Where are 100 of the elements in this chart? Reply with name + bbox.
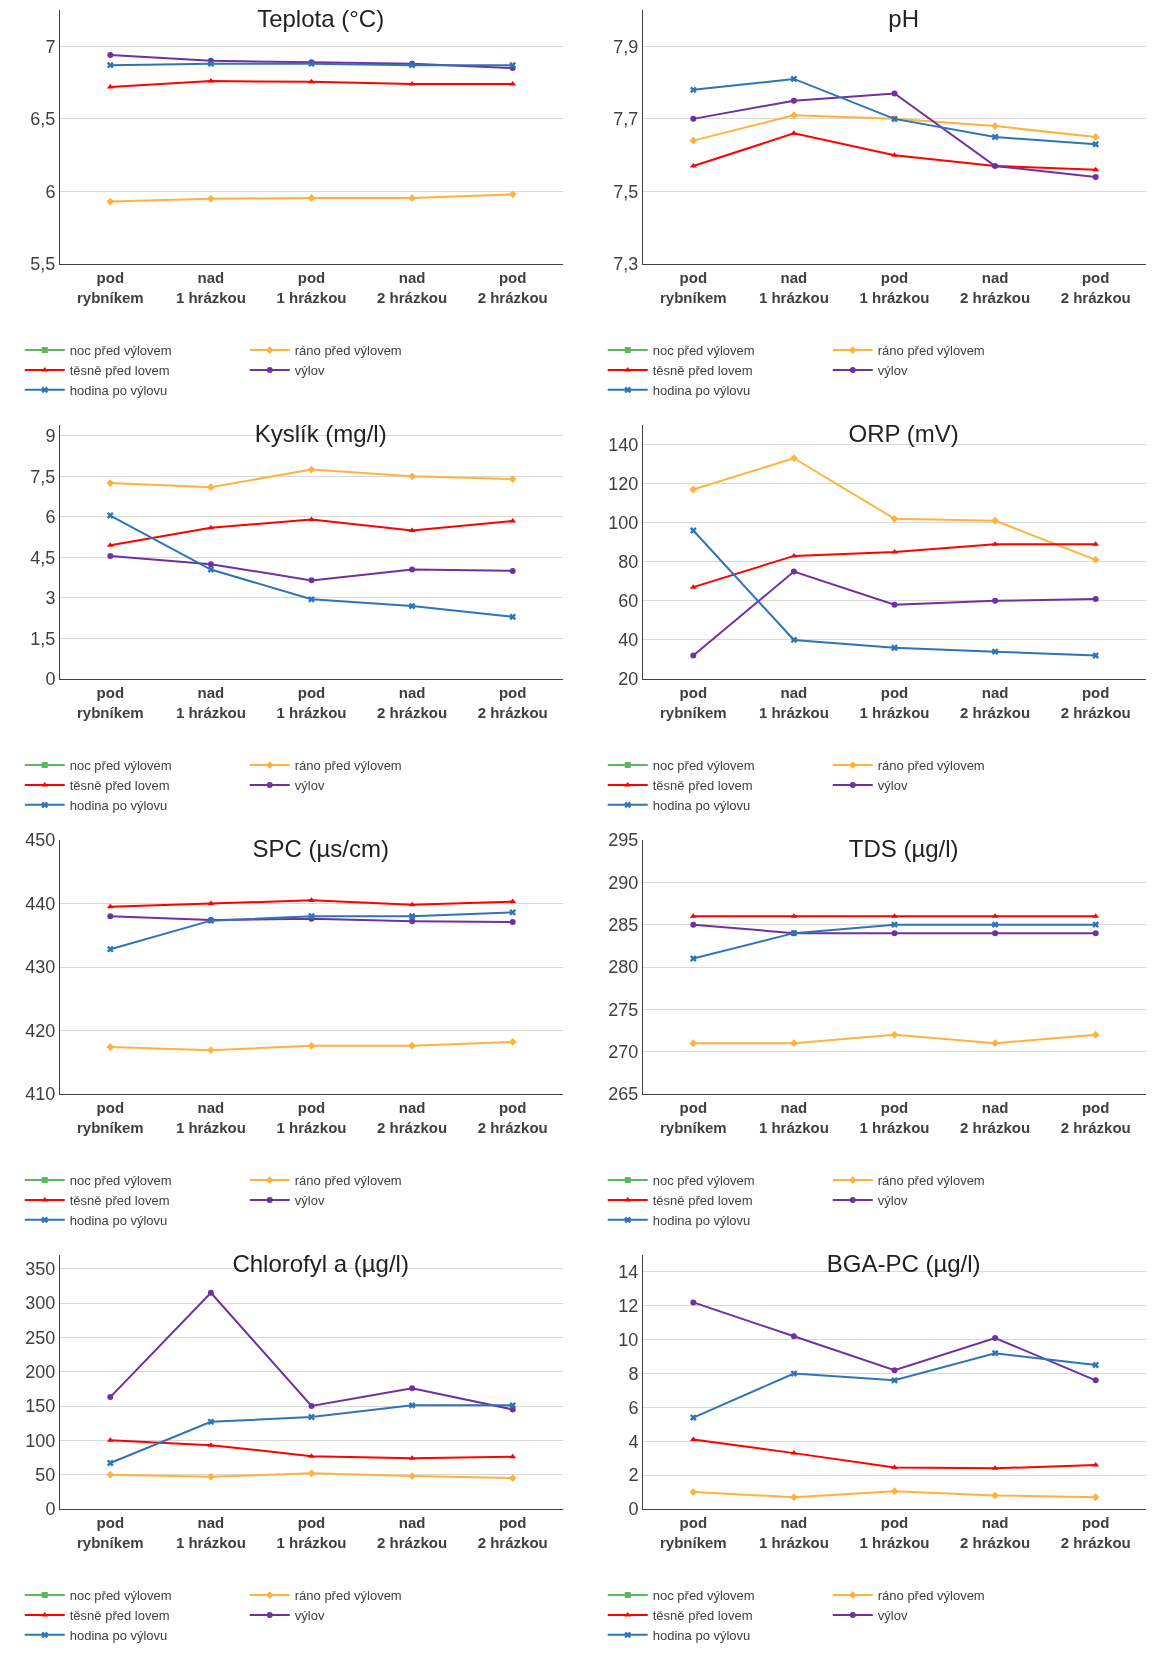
- legend-label: těsně před lovem: [69, 363, 170, 379]
- point: [992, 930, 999, 937]
- point: [991, 1491, 999, 1500]
- point: [409, 1385, 416, 1392]
- legend-label: výlov: [877, 1608, 908, 1624]
- y-tick-label: 8: [628, 1363, 639, 1384]
- point: [991, 122, 999, 131]
- y-tick-label: 7,5: [613, 181, 639, 202]
- point: [790, 97, 797, 104]
- point: [107, 553, 114, 560]
- y-tick-label: 0: [45, 669, 56, 690]
- point: [790, 75, 798, 83]
- y-tick-label: 1,5: [30, 628, 56, 649]
- x-tick-label: nad 2 hrázkou: [377, 1099, 448, 1136]
- y-tick-label: 6: [45, 181, 56, 202]
- legend-label: hodina po výlovu: [69, 797, 168, 813]
- legend-label: noc před výlovem: [652, 758, 755, 774]
- y-tick-label: 20: [618, 669, 639, 690]
- x-tick-label: pod rybníkem: [659, 1514, 727, 1551]
- point: [992, 1334, 999, 1341]
- x-tick-label: pod 2 hrázkou: [1060, 1099, 1131, 1136]
- point: [307, 1041, 316, 1050]
- point: [689, 86, 697, 94]
- point: [1091, 555, 1100, 564]
- y-tick-label: 7: [45, 36, 56, 57]
- point: [991, 1039, 999, 1048]
- y-tick-label: 410: [25, 1084, 56, 1105]
- legend-label: ráno před výlovem: [294, 1173, 402, 1189]
- point: [790, 1370, 798, 1377]
- x-tick-label: nad 1 hrázkou: [758, 684, 829, 721]
- point: [890, 1030, 899, 1039]
- point: [207, 60, 215, 68]
- legend-label: noc před výlovem: [69, 1588, 172, 1604]
- point: [106, 1459, 114, 1467]
- x-tick-label: nad 1 hrázkou: [175, 1099, 246, 1136]
- legend-label: hodina po výlovu: [652, 1212, 751, 1228]
- y-tick-label: 265: [608, 1084, 639, 1105]
- x-tick-label: pod rybníkem: [659, 1099, 727, 1136]
- y-tick-label: 50: [35, 1464, 56, 1485]
- x-tick-label: nad 2 hrázkou: [960, 269, 1031, 306]
- legend-label: výlov: [877, 363, 908, 379]
- point: [991, 648, 999, 656]
- legend-label: noc před výlovem: [69, 343, 172, 359]
- legend-label: hodina po výlovu: [69, 1212, 168, 1228]
- point: [1092, 930, 1099, 937]
- legend-label: noc před výlovem: [652, 1173, 755, 1189]
- point: [690, 1299, 697, 1306]
- x-tick-label: nad 1 hrázkou: [175, 684, 246, 721]
- y-tick-label: 6,5: [30, 109, 56, 130]
- chart-title: Teplota (°C): [257, 5, 385, 33]
- x-tick-label: pod 1 hrázkou: [859, 1514, 930, 1551]
- x-tick-label: pod 2 hrázkou: [1060, 269, 1131, 306]
- point: [509, 613, 517, 621]
- point: [891, 152, 898, 157]
- x-tick-label: pod 2 hrázkou: [1060, 684, 1131, 721]
- point: [689, 136, 698, 145]
- y-tick-label: 80: [618, 552, 639, 573]
- legend-label: ráno před výlovem: [294, 758, 402, 774]
- point: [509, 1401, 517, 1409]
- x-tick-label: nad 2 hrázkou: [960, 1099, 1031, 1136]
- y-tick-label: 270: [608, 1041, 639, 1062]
- x-tick-label: pod 2 hrázkou: [477, 1514, 548, 1551]
- point: [1092, 921, 1100, 929]
- point: [308, 577, 315, 584]
- point: [106, 1470, 115, 1479]
- point: [790, 636, 798, 644]
- x-tick-label: pod rybníkem: [659, 684, 727, 721]
- chart-title: Chlorofyl a (µg/l): [232, 1250, 409, 1278]
- y-tick-label: 300: [25, 1293, 56, 1314]
- x-tick-label: pod rybníkem: [76, 269, 144, 306]
- point: [992, 597, 999, 604]
- point: [106, 197, 115, 206]
- x-tick-label: pod 1 hrázkou: [276, 269, 347, 306]
- legend-label: těsně před lovem: [69, 1193, 170, 1209]
- y-tick-label: 250: [25, 1327, 56, 1348]
- point: [689, 1436, 697, 1442]
- y-tick-label: 0: [628, 1499, 639, 1520]
- point: [509, 908, 517, 916]
- point: [1092, 140, 1100, 148]
- point: [308, 1403, 315, 1410]
- point: [408, 194, 416, 202]
- legend-label: výlov: [294, 1193, 325, 1209]
- legend-label: těsně před lovem: [652, 778, 753, 794]
- legend-label: ráno před výlovem: [877, 1588, 985, 1604]
- legend-label: těsně před lovem: [69, 1608, 170, 1624]
- point: [1092, 1361, 1100, 1369]
- point: [991, 921, 999, 929]
- x-tick-label: nad 2 hrázkou: [377, 269, 448, 306]
- point: [106, 61, 114, 69]
- point: [207, 1472, 215, 1481]
- legend-label: noc před výlovem: [69, 1173, 172, 1189]
- y-tick-label: 450: [25, 830, 56, 851]
- legend-label: hodina po výlovu: [652, 382, 751, 398]
- legend-label: ráno před výlovem: [877, 758, 985, 774]
- point: [107, 913, 114, 920]
- point: [790, 454, 798, 463]
- point: [106, 479, 115, 487]
- point: [891, 1464, 898, 1470]
- point: [689, 485, 698, 494]
- point: [106, 1043, 115, 1051]
